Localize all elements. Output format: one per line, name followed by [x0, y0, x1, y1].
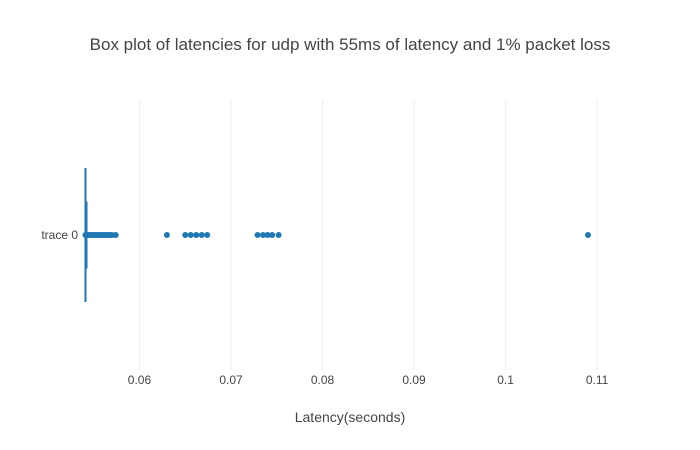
x-tick-label: 0.11 — [586, 373, 609, 387]
x-tick-label: 0.08 — [311, 373, 335, 387]
box-trace — [82, 168, 591, 302]
chart-title: Box plot of latencies for udp with 55ms … — [90, 35, 611, 54]
outlier-point — [198, 232, 205, 238]
outlier-point — [112, 232, 119, 238]
y-tick-label-trace-0: trace 0 — [41, 228, 78, 242]
outlier-point — [269, 232, 276, 238]
x-tick-label: 0.07 — [219, 373, 243, 387]
x-tick-label: 0.1 — [497, 373, 514, 387]
outlier-point — [260, 232, 267, 238]
outlier-point — [584, 232, 591, 238]
outlier-point — [275, 232, 282, 238]
x-tick-label: 0.06 — [128, 373, 152, 387]
x-axis-title: Latency(seconds) — [295, 409, 406, 425]
x-axis-ticks: 0.06 0.07 0.08 0.09 0.1 0.11 — [128, 373, 609, 387]
outlier-point — [187, 232, 194, 238]
x-tick-label: 0.09 — [402, 373, 426, 387]
outlier-point — [182, 232, 189, 238]
outlier-point — [204, 232, 211, 238]
outlier-point — [264, 232, 271, 238]
outlier-point — [193, 232, 200, 238]
grid-lines — [138, 100, 598, 370]
outlier-point — [254, 232, 261, 238]
outlier-point — [163, 232, 170, 238]
